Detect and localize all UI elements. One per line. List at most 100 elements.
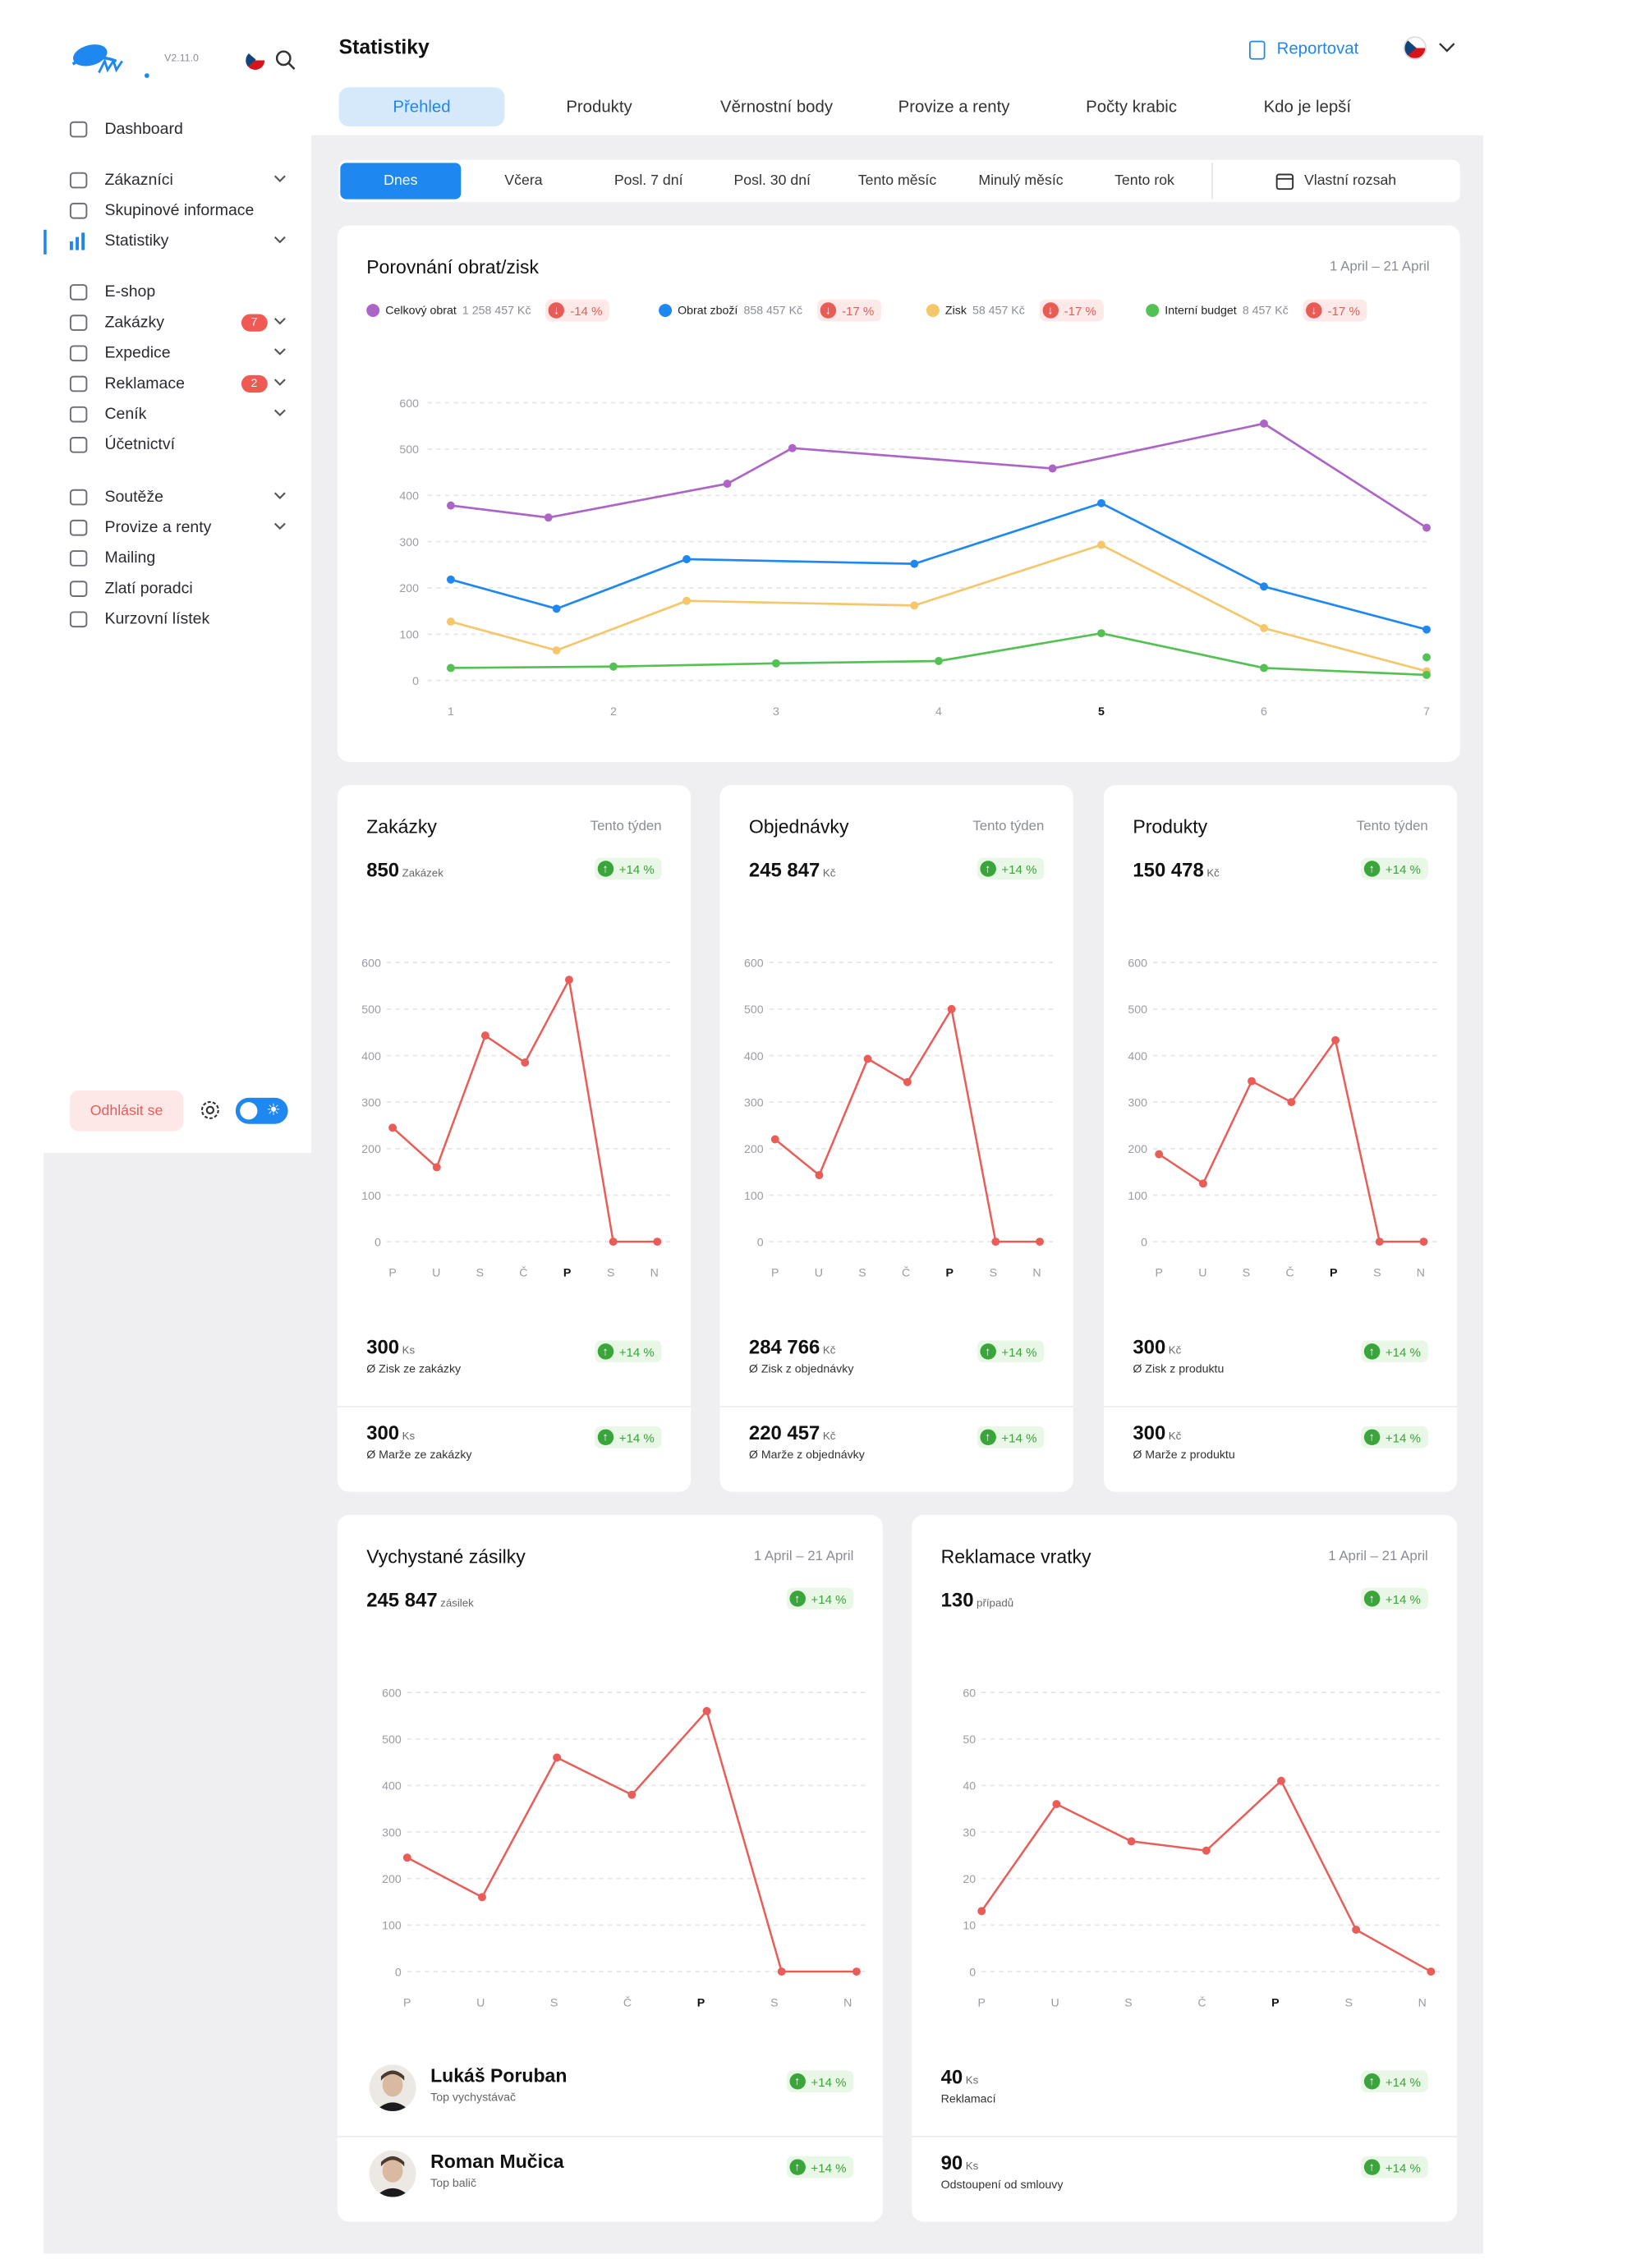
data-point[interactable] [1260,624,1268,632]
tab-3[interactable]: Provize a renty [898,98,1010,116]
range-7[interactable]: Vlastní rozsah [1211,163,1459,200]
data-point[interactable] [852,1967,861,1976]
data-point[interactable] [935,657,943,665]
data-point[interactable] [446,663,455,673]
legend-item[interactable]: Obrat zboží 858 457 Kč ↓ -17 % [659,299,882,322]
data-point[interactable] [432,1163,441,1172]
range-4[interactable]: Tento měsíc [836,163,958,199]
data-point[interactable] [1036,1237,1044,1246]
data-point[interactable] [788,443,797,452]
legend-item[interactable]: Interní budget 8 457 Kč ↓ -17 % [1146,299,1367,322]
data-point[interactable] [947,1004,956,1013]
data-point[interactable] [1276,1776,1285,1785]
report-button[interactable]: Reportovat [1249,36,1358,62]
data-point[interactable] [1097,498,1105,507]
data-point[interactable] [478,1893,486,1902]
data-point[interactable] [1419,1237,1428,1246]
sidebar-item-zak-zky[interactable]: Zakázky 7 [67,308,299,337]
legend-item[interactable]: Zisk 58 457 Kč ↓ -17 % [926,299,1104,322]
data-point[interactable] [1097,629,1105,638]
data-point[interactable] [1427,1967,1436,1976]
data-point[interactable] [564,976,573,985]
sidebar-item-statistiky[interactable]: Statistiky [67,227,299,255]
sidebar-item-provize-a-renty[interactable]: Provize a renty [67,513,299,542]
logo[interactable] [67,38,154,81]
sidebar-item-sout-e[interactable]: Soutěže [67,483,299,512]
data-point[interactable] [1422,670,1431,679]
sidebar-item-skupinov-informace[interactable]: Skupinové informace [67,196,299,225]
data-point[interactable] [402,1853,411,1862]
range-2[interactable]: Posl. 7 dní [587,163,710,199]
data-point[interactable] [1127,1837,1136,1846]
range-6[interactable]: Tento rok [1083,163,1206,199]
sidebar-item-zlat-poradci[interactable]: Zlatí poradci [67,574,299,603]
sidebar-item--etnictv-[interactable]: Účetnictví [67,430,299,459]
search-icon[interactable] [275,49,297,71]
data-point[interactable] [1202,1846,1211,1855]
tab-4[interactable]: Počty krabic [1086,98,1178,116]
sidebar-item-mailing[interactable]: Mailing [67,544,299,572]
data-point[interactable] [977,1907,986,1916]
data-point[interactable] [1260,582,1268,591]
data-point[interactable] [552,604,561,613]
sidebar-item-e-shop[interactable]: E-shop [67,278,299,306]
theme-toggle[interactable]: ☀ [235,1097,288,1124]
sidebar-item-kurzovn-l-stek[interactable]: Kurzovní lístek [67,605,299,634]
data-point[interactable] [446,575,455,584]
data-point[interactable] [627,1790,636,1799]
tab-0[interactable]: Přehled [338,87,505,127]
data-point[interactable] [521,1058,530,1067]
legend-item[interactable]: Celkový obrat 1 258 457 Kč ↓ -14 % [366,299,610,322]
data-point[interactable] [1097,540,1105,549]
data-point[interactable] [609,662,618,671]
data-point[interactable] [1052,1800,1061,1809]
data-point[interactable] [1260,663,1268,673]
data-point[interactable] [903,1077,912,1086]
data-point[interactable] [552,646,561,654]
data-point[interactable] [682,596,691,605]
data-point[interactable] [910,559,919,568]
data-point[interactable] [991,1237,1000,1246]
data-point[interactable] [1422,625,1431,634]
data-point[interactable] [777,1967,786,1976]
data-point[interactable] [723,480,732,489]
settings-icon[interactable] [200,1100,222,1122]
data-point[interactable] [1287,1098,1296,1107]
range-0[interactable]: Dnes [340,163,462,200]
data-point[interactable] [553,1753,562,1762]
data-point[interactable] [1155,1150,1164,1159]
tab-5[interactable]: Kdo je lepší [1263,98,1352,116]
data-point[interactable] [702,1706,711,1715]
data-point[interactable] [653,1237,662,1246]
data-point[interactable] [480,1031,489,1040]
logout-button[interactable]: Odhlásit se [69,1090,184,1132]
language-selector[interactable] [1403,34,1459,61]
data-point[interactable] [1375,1237,1384,1246]
data-point[interactable] [446,501,455,510]
data-point[interactable] [863,1054,872,1063]
data-point[interactable] [1198,1179,1207,1188]
data-point[interactable] [388,1123,398,1132]
czech-flag-icon[interactable] [246,50,265,70]
data-point[interactable] [1422,653,1431,662]
sidebar-item-z-kazn-ci[interactable]: Zákazníci [67,166,299,195]
range-1[interactable]: Včera [462,163,585,199]
sidebar-item-expedice[interactable]: Expedice [67,339,299,368]
sidebar-item-reklamace[interactable]: Reklamace 2 [67,370,299,398]
data-point[interactable] [910,601,919,610]
data-point[interactable] [544,513,553,522]
range-5[interactable]: Minulý měsíc [960,163,1082,199]
range-3[interactable]: Posl. 30 dní [711,163,834,199]
tab-1[interactable]: Produkty [566,98,632,116]
sidebar-item-dashboard[interactable]: Dashboard [67,115,299,144]
data-point[interactable] [446,618,455,627]
data-point[interactable] [771,659,780,668]
data-point[interactable] [1048,464,1057,473]
data-point[interactable] [1248,1077,1256,1086]
tab-2[interactable]: Věrnostní body [720,98,834,116]
data-point[interactable] [1352,1926,1361,1934]
data-point[interactable] [1422,523,1431,532]
data-point[interactable] [682,555,691,563]
data-point[interactable] [1331,1035,1340,1044]
sidebar-item-cen-k[interactable]: Ceník [67,400,299,429]
